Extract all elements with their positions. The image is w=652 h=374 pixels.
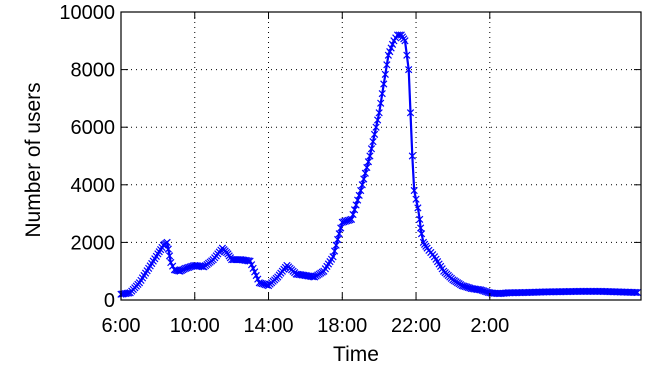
data-point-marker (251, 268, 259, 276)
data-point-marker (358, 181, 366, 189)
y-tick-label: 2000 (71, 232, 116, 254)
data-point-marker (378, 89, 386, 98)
axes (120, 11, 642, 301)
data-point-marker (332, 241, 340, 249)
data-point-marker (370, 130, 379, 139)
tick-labels: 6:00 10:00 14:00 18:00 22:00 2:00 0 2000 4000 600… (59, 2, 509, 337)
y-tick-label: 4000 (71, 175, 116, 197)
y-axis-label: Number of users (22, 82, 45, 237)
data-point-marker (369, 137, 377, 146)
data-point-marker (360, 175, 368, 183)
data-point-marker (350, 206, 359, 214)
data-point-marker (408, 152, 416, 160)
data-point-marker (632, 288, 640, 297)
data-point-marker (405, 65, 413, 74)
x-tick-label: 14:00 (243, 315, 293, 337)
y-tick-label: 10000 (59, 2, 115, 24)
data-point-marker (347, 215, 356, 223)
series-line (120, 33, 638, 296)
data-point-marker (354, 196, 362, 204)
data-point-marker (417, 224, 425, 232)
x-tick-label: 18:00 (317, 315, 367, 337)
grid-lines (121, 12, 641, 300)
data-point-marker (630, 288, 639, 297)
data-point-marker (367, 145, 376, 153)
data-point-marker (633, 288, 641, 297)
data-point-marker (337, 224, 345, 232)
data-point-marker (167, 258, 175, 267)
data-point-marker (410, 186, 418, 195)
data-point-marker (375, 109, 383, 117)
data-point-marker (403, 51, 411, 59)
data-point-marker (366, 152, 374, 160)
y-tick-label: 8000 (71, 60, 116, 82)
data-point-marker (381, 70, 389, 79)
data-point-marker (163, 238, 171, 247)
data-point-marker (165, 252, 174, 260)
data-point-marker (355, 191, 363, 199)
x-axis-label: Time (333, 343, 379, 366)
x-tick-label: 2:00 (470, 315, 509, 337)
y-tick-label: 6000 (71, 117, 116, 139)
data-point-marker (349, 210, 357, 219)
data-point-marker (174, 267, 183, 275)
data-point-marker (346, 216, 354, 224)
plot-area-frame (120, 11, 642, 301)
data-point-marker (416, 215, 424, 223)
data-point-marker (252, 271, 260, 280)
data-point-marker (361, 169, 369, 177)
data-series (117, 31, 641, 298)
data-point-marker (377, 99, 385, 107)
data-point-marker (357, 186, 365, 195)
data-point-marker (249, 264, 257, 272)
x-tick-label: 22:00 (391, 315, 441, 337)
data-point-marker (406, 109, 415, 117)
data-point-marker (373, 116, 382, 124)
series-markers (117, 31, 641, 298)
data-point-marker (352, 201, 360, 209)
data-point-marker (335, 230, 343, 238)
data-point-marker (246, 257, 254, 265)
data-point-marker (414, 204, 422, 212)
data-point-marker (363, 163, 371, 172)
data-point-marker (330, 247, 339, 255)
data-point-marker (383, 61, 391, 69)
data-point-marker (417, 230, 426, 238)
y-tick-label: 0 (104, 290, 115, 312)
data-point-marker (401, 37, 409, 45)
x-tick-label: 6:00 (102, 315, 141, 337)
data-point-marker (364, 158, 373, 166)
data-point-marker (380, 80, 388, 88)
data-point-marker (247, 261, 256, 269)
data-point-marker (372, 123, 380, 131)
data-point-marker (412, 195, 420, 203)
x-tick-label: 10:00 (170, 315, 220, 337)
data-point-marker (334, 235, 342, 244)
data-point-marker (329, 253, 337, 261)
data-point-marker (164, 245, 172, 253)
